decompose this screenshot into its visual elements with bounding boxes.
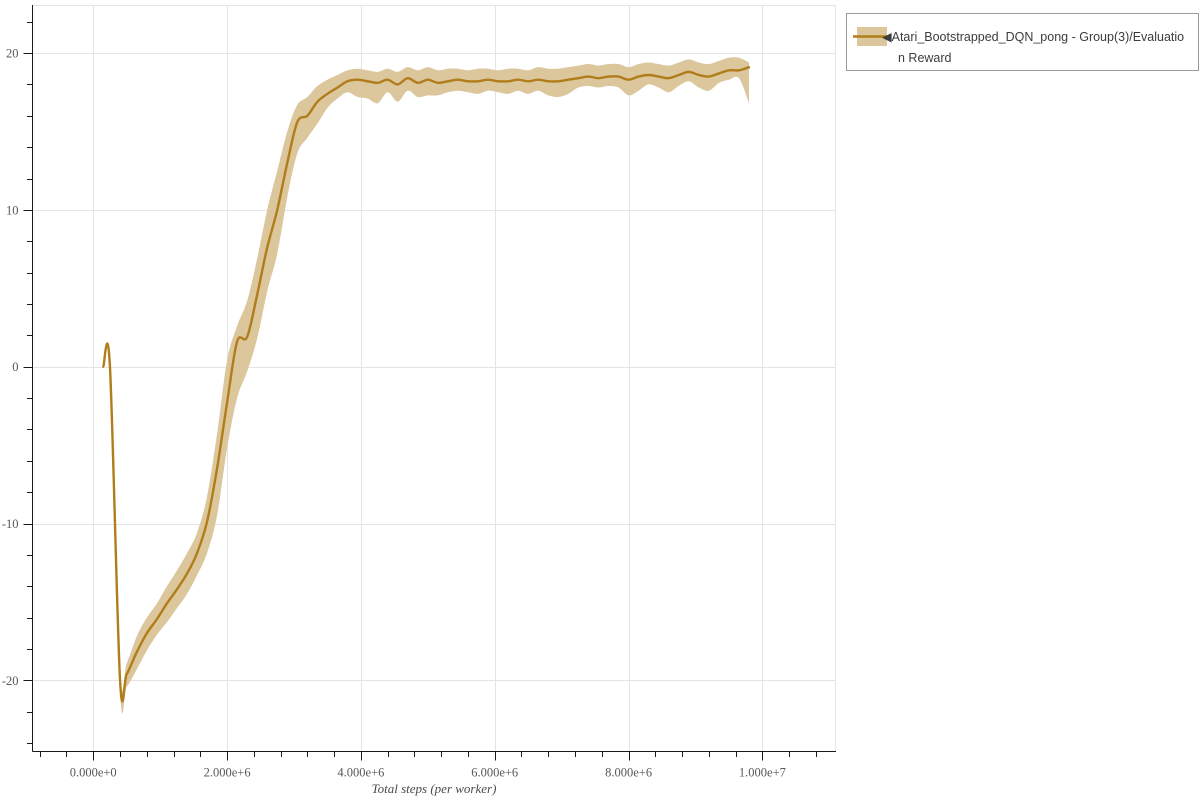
x-tick-label-4: 8.000e+6 — [605, 766, 652, 780]
series-line-0 — [102, 65, 751, 703]
tick-labels: 0.000e+0 2.000e+6 4.000e+6 6.000e+6 8.000e+6… — [2, 47, 786, 780]
y-tick-label-0: -20 — [2, 674, 19, 688]
x-axis-title: Total steps (per worker) — [372, 781, 497, 796]
x-tick-label-0: 0.000e+0 — [70, 766, 117, 780]
series-line — [102, 65, 751, 703]
y-tick-label-4: 20 — [6, 47, 19, 61]
x-tick-label-2: 4.000e+6 — [337, 766, 384, 780]
x-tick-label-5: 1.000e+7 — [739, 766, 786, 780]
y-tick-label-1: -10 — [2, 517, 19, 531]
series-band-0 — [103, 57, 750, 714]
confidence-band — [103, 57, 750, 714]
x-tick-label-3: 6.000e+6 — [471, 766, 518, 780]
x-tick-label-1: 2.000e+6 — [204, 766, 251, 780]
y-tick-label-3: 10 — [6, 203, 19, 217]
legend-entry-label-line2: n Reward — [898, 51, 952, 65]
y-tick-label-2: 0 — [12, 360, 18, 374]
axes — [23, 5, 836, 761]
legend-box — [846, 13, 1199, 71]
legend[interactable]: ◀Atari_Bootstrapped_DQN_pong - Group(3)/… — [846, 13, 1199, 71]
legend-entry-label-line1: ◀Atari_Bootstrapped_DQN_pong - Group(3)/… — [882, 30, 1184, 44]
